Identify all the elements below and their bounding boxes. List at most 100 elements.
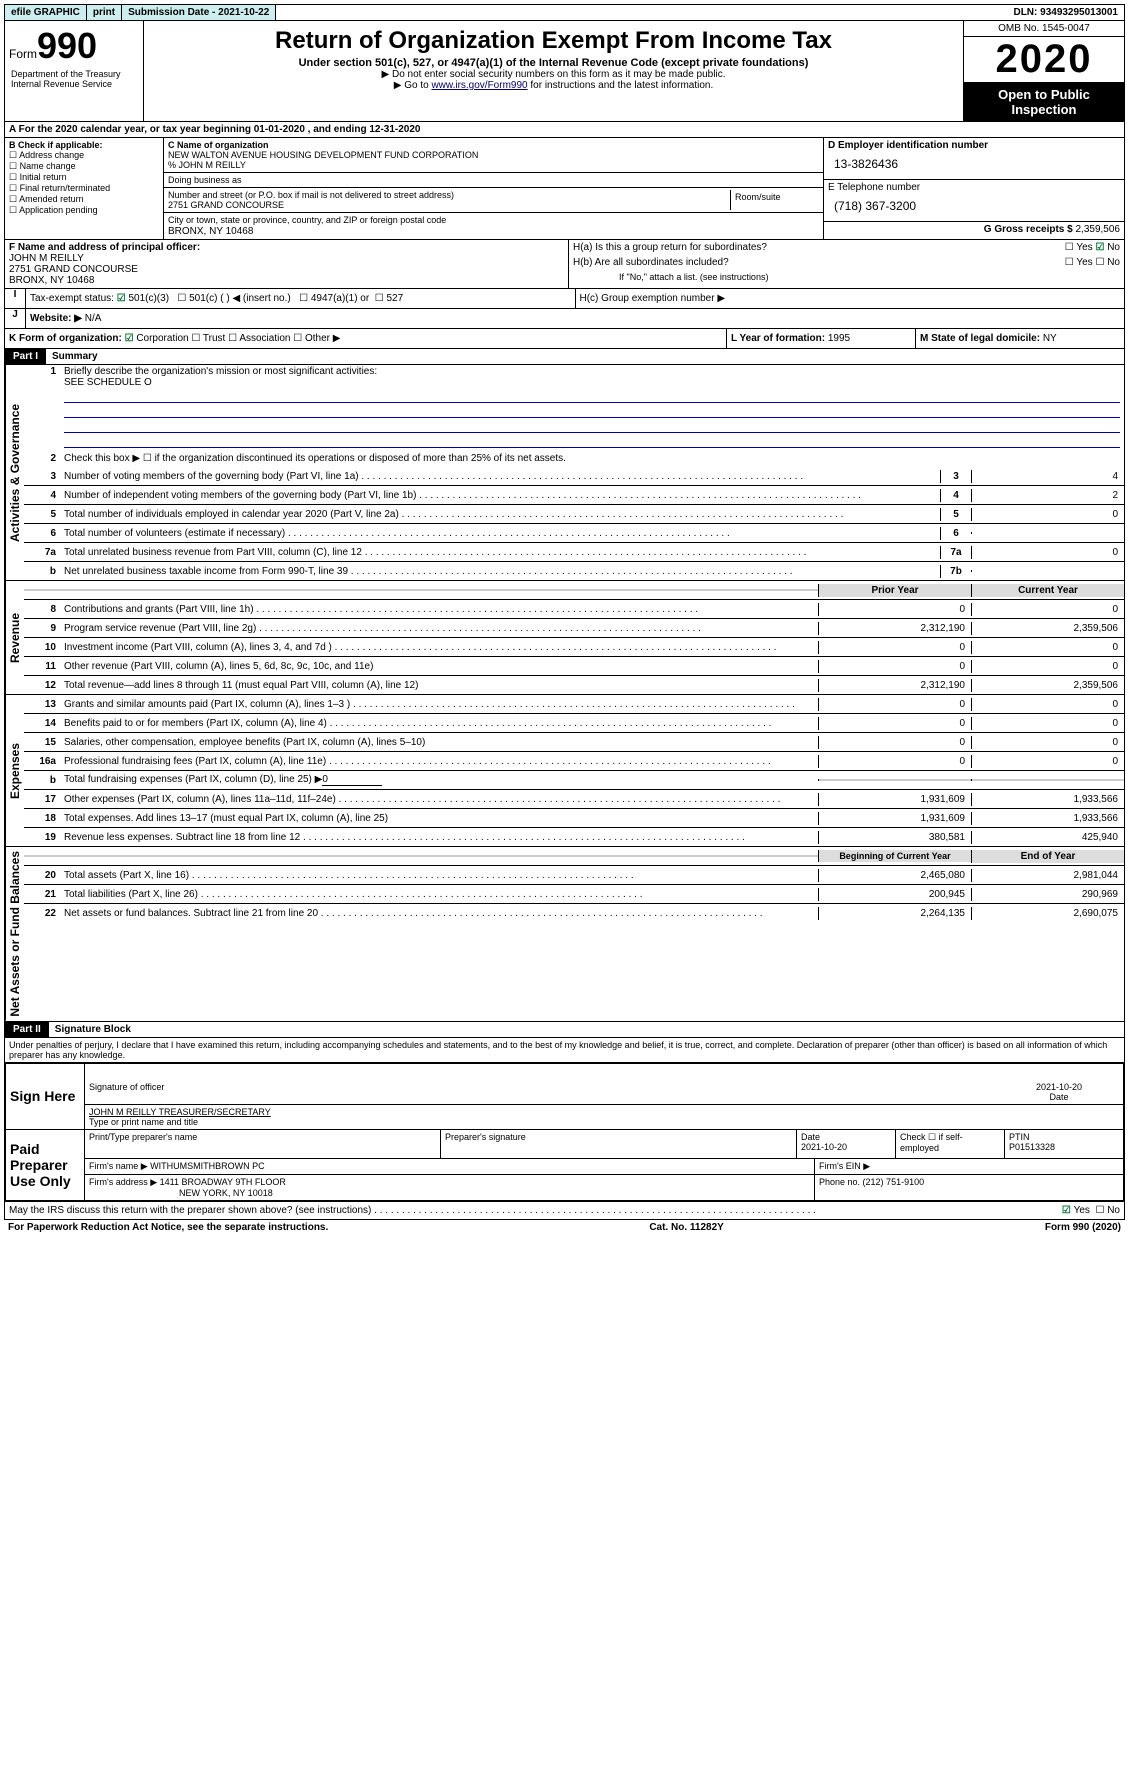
section-label-na: Net Assets or Fund Balances xyxy=(5,847,24,1021)
cat-no: Cat. No. 11282Y xyxy=(649,1222,723,1233)
section-label-exp: Expenses xyxy=(5,695,24,846)
firm-addr2: NEW YORK, NY 10018 xyxy=(89,1188,273,1198)
paid-preparer-label: Paid Preparer Use Only xyxy=(6,1129,85,1200)
pra-notice: For Paperwork Reduction Act Notice, see … xyxy=(8,1222,328,1233)
form-title: Return of Organization Exempt From Incom… xyxy=(148,27,959,55)
c14: 0 xyxy=(971,717,1124,730)
c9: 2,359,506 xyxy=(971,622,1124,635)
title-cell: Return of Organization Exempt From Incom… xyxy=(144,21,964,121)
c16a: 0 xyxy=(971,755,1124,768)
efile-button[interactable]: efile GRAPHIC xyxy=(5,5,87,20)
sig-date: 2021-10-20 xyxy=(1036,1082,1082,1092)
chk-trust[interactable]: Trust xyxy=(191,333,225,344)
c18: 1,933,566 xyxy=(971,812,1124,825)
p13: 0 xyxy=(818,698,971,711)
irs-link[interactable]: www.irs.gov/Form990 xyxy=(431,80,527,91)
val-4: 2 xyxy=(971,489,1124,502)
print-button[interactable]: print xyxy=(87,5,122,20)
form-id-cell: Form990 Department of the Treasury Inter… xyxy=(5,21,144,121)
row-f-officer: F Name and address of principal officer:… xyxy=(5,240,569,288)
note-link: ▶ Go to www.irs.gov/Form990 for instruct… xyxy=(148,80,959,91)
open-public: Open to Public Inspection xyxy=(964,83,1124,121)
c15: 0 xyxy=(971,736,1124,749)
chk-other[interactable]: Other ▶ xyxy=(293,333,340,344)
part-ii-header: Part II xyxy=(5,1022,49,1037)
section-a: A For the 2020 calendar year, or tax yea… xyxy=(5,122,1124,138)
ein: 13-3826436 xyxy=(828,151,1120,177)
p8: 0 xyxy=(818,603,971,616)
discuss-no[interactable]: No xyxy=(1095,1205,1120,1216)
row-l: L Year of formation: 1995 xyxy=(727,329,916,348)
chk-final-return[interactable]: Final return/terminated xyxy=(9,183,159,194)
part-ii-title: Signature Block xyxy=(49,1022,137,1037)
part-i-title: Summary xyxy=(46,349,104,364)
col-b-checkboxes: B Check if applicable: Address change Na… xyxy=(5,138,164,239)
p19: 380,581 xyxy=(818,831,971,844)
dept-label: Department of the Treasury Internal Reve… xyxy=(9,67,139,91)
c10: 0 xyxy=(971,641,1124,654)
c13: 0 xyxy=(971,698,1124,711)
c20: 2,981,044 xyxy=(971,869,1124,882)
signature-table: Sign Here Signature of officer2021-10-20… xyxy=(5,1063,1124,1201)
row-i-status: Tax-exempt status: 501(c)(3) 501(c) ( ) … xyxy=(26,289,576,308)
dln: DLN: 93493295013001 xyxy=(1007,5,1124,20)
h-b-no[interactable]: No xyxy=(1095,257,1120,268)
firm-addr1: 1411 BROADWAY 9TH FLOOR xyxy=(160,1177,286,1187)
h-b-yes[interactable]: Yes xyxy=(1065,257,1093,268)
c11: 0 xyxy=(971,660,1124,673)
perjury-declaration: Under penalties of perjury, I declare th… xyxy=(5,1038,1124,1063)
chk-4947[interactable]: 4947(a)(1) or xyxy=(299,293,369,304)
section-label-rev: Revenue xyxy=(5,581,24,694)
chk-app-pending[interactable]: Application pending xyxy=(9,205,159,216)
street-address: 2751 GRAND CONCOURSE xyxy=(168,200,284,210)
page-footer: For Paperwork Reduction Act Notice, see … xyxy=(4,1220,1125,1235)
c8: 0 xyxy=(971,603,1124,616)
fundraising-exp: 0 xyxy=(322,774,382,786)
omb-number: OMB No. 1545-0047 xyxy=(964,21,1124,37)
chk-501c[interactable]: 501(c) ( ) ◀ (insert no.) xyxy=(177,293,290,304)
form-label: Form xyxy=(9,47,37,61)
row-i-label: I xyxy=(5,289,26,308)
hdr-end: End of Year xyxy=(971,850,1124,863)
form-subtitle: Under section 501(c), 527, or 4947(a)(1)… xyxy=(148,57,959,69)
row-k: K Form of organization: Corporation Trus… xyxy=(5,329,727,348)
chk-assoc[interactable]: Association xyxy=(228,333,290,344)
p17: 1,931,609 xyxy=(818,793,971,806)
val-3: 4 xyxy=(971,470,1124,483)
h-a-no[interactable]: No xyxy=(1095,242,1120,253)
row-j-label: J xyxy=(5,309,26,328)
chk-amended[interactable]: Amended return xyxy=(9,194,159,205)
c19: 425,940 xyxy=(971,831,1124,844)
part-i-header: Part I xyxy=(5,349,46,364)
website: N/A xyxy=(85,313,102,324)
p9: 2,312,190 xyxy=(818,622,971,635)
submission-date: Submission Date - 2021-10-22 xyxy=(122,5,276,20)
form-container: Form990 Department of the Treasury Inter… xyxy=(4,21,1125,1220)
row-h: H(a) Is this a group return for subordin… xyxy=(569,240,1124,288)
h-a-yes[interactable]: Yes xyxy=(1065,242,1093,253)
officer-name-title: JOHN M REILLY TREASURER/SECRETARY xyxy=(89,1107,1119,1117)
chk-527[interactable]: 527 xyxy=(375,293,403,304)
care-of: % JOHN M REILLY xyxy=(168,160,246,170)
prep-date: 2021-10-20 xyxy=(801,1142,847,1152)
tax-year: 2020 xyxy=(964,37,1124,83)
org-name: NEW WALTON AVENUE HOUSING DEVELOPMENT FU… xyxy=(168,150,478,160)
sign-here-label: Sign Here xyxy=(6,1063,85,1129)
chk-name-change[interactable]: Name change xyxy=(9,161,159,172)
chk-corp[interactable]: Corporation xyxy=(125,333,189,344)
col-d: D Employer identification number 13-3826… xyxy=(824,138,1124,239)
section-label-ag: Activities & Governance xyxy=(5,365,24,580)
p21: 200,945 xyxy=(818,888,971,901)
discuss-yes[interactable]: Yes xyxy=(1062,1205,1090,1216)
chk-self-employed[interactable]: Check ☐ if self-employed xyxy=(900,1132,963,1153)
p10: 0 xyxy=(818,641,971,654)
c17: 1,933,566 xyxy=(971,793,1124,806)
val-6 xyxy=(971,532,1124,534)
chk-501c3[interactable]: 501(c)(3) xyxy=(117,293,169,304)
right-box: OMB No. 1545-0047 2020 Open to Public In… xyxy=(964,21,1124,121)
row-m: M State of legal domicile: NY xyxy=(916,329,1124,348)
val-7b xyxy=(971,570,1124,572)
c21: 290,969 xyxy=(971,888,1124,901)
chk-initial-return[interactable]: Initial return xyxy=(9,172,159,183)
chk-address-change[interactable]: Address change xyxy=(9,150,159,161)
